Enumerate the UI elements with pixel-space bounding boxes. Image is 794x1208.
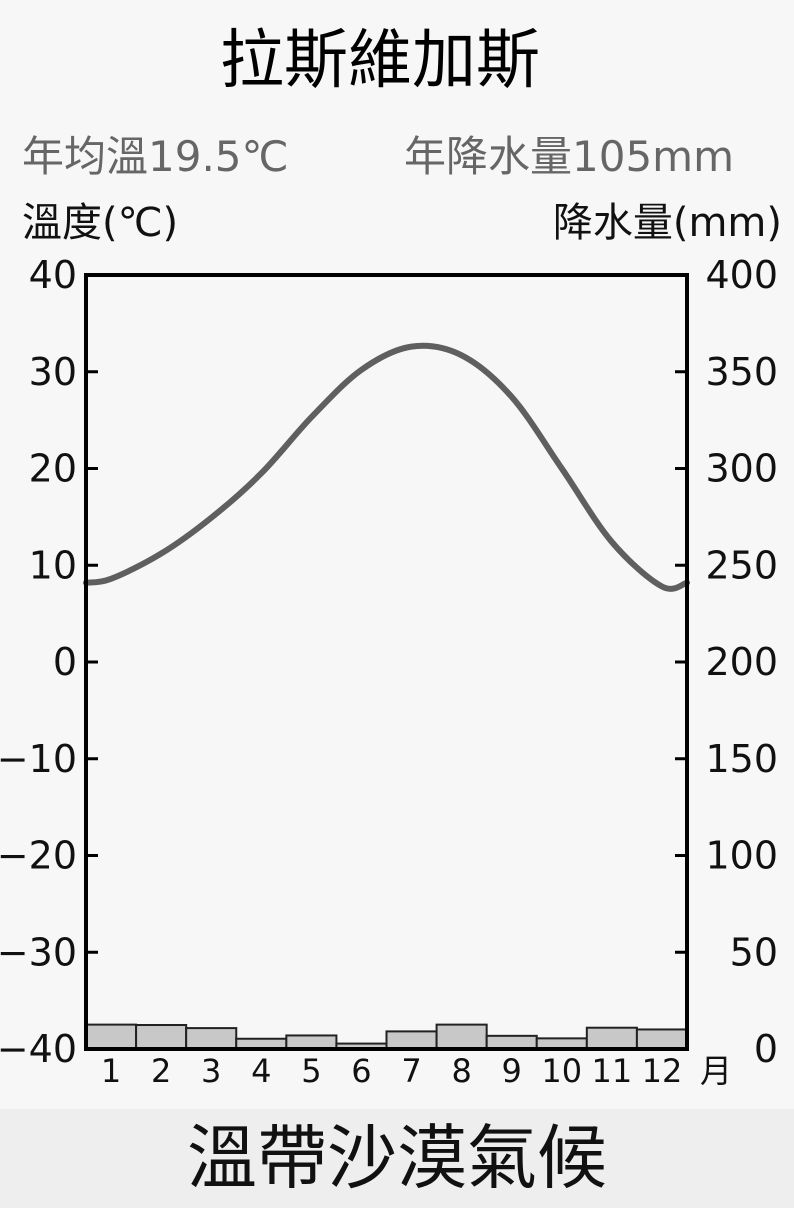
month-label: 8 — [451, 1052, 471, 1090]
month-label: 2 — [151, 1052, 171, 1090]
precipitation-bar — [385, 1030, 438, 1050]
plot-frame — [84, 273, 689, 1051]
month-label: 5 — [301, 1052, 321, 1090]
temperature-tick-label: −20 — [0, 834, 77, 878]
month-label: 7 — [401, 1052, 421, 1090]
temperature-tick-label: 0 — [53, 640, 77, 684]
precipitation-tick-label: 150 — [705, 737, 778, 781]
annual-temperature: 年均溫19.5℃ — [22, 132, 289, 181]
precipitation-bar — [135, 1024, 188, 1050]
precipitation-tick-label: 100 — [705, 834, 778, 878]
precipitation-tick-label: 0 — [754, 1027, 778, 1071]
month-axis: 1 2 3 4 5 6 7 8 9 10 11 12 — [101, 1052, 682, 1090]
temperature-tick-label: 20 — [29, 447, 77, 491]
temperature-tick-label: 10 — [29, 543, 77, 587]
month-label: 6 — [351, 1052, 371, 1090]
month-label: 1 — [101, 1052, 121, 1090]
precipitation-tick-label: 50 — [730, 930, 778, 974]
climate-type-label: 溫帶沙漠氣候 — [187, 1117, 607, 1199]
precipitation-tick-label: 200 — [705, 640, 778, 684]
city-title: 拉斯維加斯 — [220, 24, 540, 98]
temperature-tick-label: 40 — [29, 253, 77, 297]
temperature-tick-label: −10 — [0, 737, 77, 781]
precipitation-tick-label: 350 — [705, 350, 778, 394]
precipitation-bars — [85, 1023, 689, 1051]
precipitation-tick-label: 250 — [705, 543, 778, 587]
month-label: 10 — [541, 1052, 582, 1090]
month-label: 4 — [251, 1052, 271, 1090]
precipitation-bar — [635, 1028, 689, 1051]
precipitation-tick-label: 400 — [705, 253, 778, 297]
precipitation-bar — [285, 1034, 338, 1050]
footer-band — [0, 1109, 794, 1208]
month-unit-label: 月 — [700, 1052, 732, 1090]
precipitation-bar — [435, 1023, 488, 1051]
temperature-axis-title: 溫度(℃) — [22, 200, 178, 246]
month-label: 3 — [201, 1052, 221, 1090]
month-label: 9 — [502, 1052, 522, 1090]
precipitation-tick-label: 300 — [705, 447, 778, 491]
precipitation-bar — [85, 1023, 138, 1051]
precipitation-bar — [185, 1027, 238, 1051]
temperature-line — [83, 342, 690, 592]
precipitation-bar — [585, 1026, 638, 1050]
temperature-tick-label: −40 — [0, 1027, 77, 1071]
temperature-tick-label: −30 — [0, 930, 77, 974]
month-label: 11 — [592, 1052, 633, 1090]
precipitation-axis-title: 降水量(mm) — [553, 200, 782, 246]
temperature-tick-label: 30 — [29, 350, 77, 394]
month-label: 12 — [642, 1052, 683, 1090]
annual-precipitation: 年降水量105mm — [404, 132, 734, 181]
tick-layer: 40 400 30 350 20 300 10 250 0 200 −10 150 −20 100 −30 5… — [0, 253, 778, 1071]
